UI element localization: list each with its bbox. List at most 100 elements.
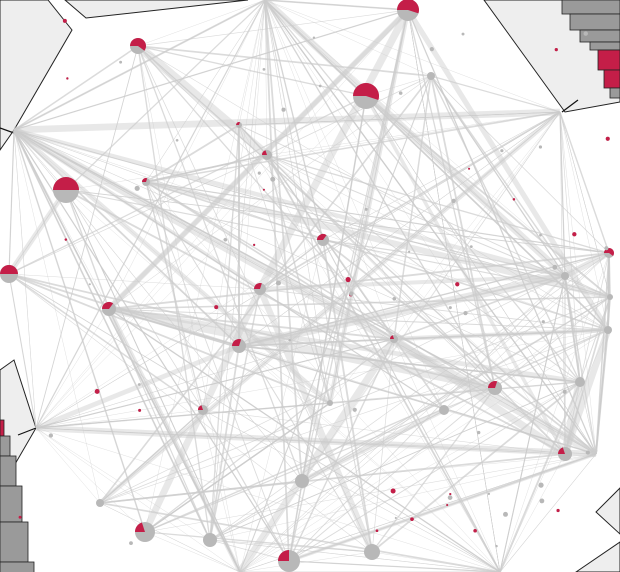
bar: [569, 13, 620, 31]
edge: [13, 129, 611, 298]
edge: [559, 111, 566, 455]
edge: [13, 0, 266, 131]
node-accent: [0, 265, 18, 274]
node-base: [448, 306, 452, 310]
edge: [145, 181, 290, 562]
node: [563, 454, 566, 458]
node-base: [439, 405, 449, 415]
edge: [35, 427, 597, 455]
edge: [145, 0, 266, 183]
node: [554, 48, 558, 52]
bar-stack-left: [0, 419, 35, 572]
edge: [65, 0, 266, 191]
node: [447, 495, 453, 500]
edge: [559, 111, 609, 331]
edge: [135, 42, 270, 159]
node: [96, 499, 104, 507]
node-accent: [102, 302, 114, 309]
node-accent: [473, 528, 477, 533]
node-base: [561, 272, 569, 280]
bar: [603, 69, 620, 89]
node: [390, 335, 398, 343]
node-base: [175, 138, 179, 142]
edge: [108, 296, 611, 310]
node: [198, 405, 208, 415]
node-accent: [390, 488, 396, 494]
edge: [209, 539, 373, 553]
node-accent: [53, 177, 79, 190]
bar: [0, 455, 17, 487]
node-base: [352, 407, 357, 412]
node: [270, 176, 276, 182]
edge: [256, 8, 412, 291]
node: [254, 283, 266, 295]
edge: [137, 45, 211, 541]
edge: [579, 381, 597, 455]
node-accent: [455, 282, 460, 287]
edge: [494, 387, 597, 455]
edge: [494, 296, 611, 389]
bar: [561, 0, 620, 15]
node: [468, 167, 471, 170]
edge: [564, 275, 581, 383]
node-base: [447, 495, 453, 500]
edge: [209, 453, 597, 541]
node: [427, 72, 435, 80]
edge: [108, 0, 266, 310]
edge: [145, 181, 501, 572]
edge: [35, 45, 139, 429]
node: [539, 233, 542, 237]
node-accent: [512, 198, 516, 201]
bar: [0, 485, 23, 523]
node: [94, 389, 100, 394]
edge: [238, 345, 597, 455]
node: [129, 541, 133, 546]
edge: [145, 124, 240, 183]
edge: [264, 0, 303, 482]
node: [473, 528, 477, 533]
edge: [8, 154, 268, 275]
node: [455, 282, 460, 287]
node-accent: [317, 234, 327, 240]
edge: [99, 502, 241, 572]
edge: [8, 273, 331, 404]
node: [278, 550, 300, 572]
node: [130, 38, 146, 54]
bar-stack-top-right: [561, 0, 620, 99]
edge: [266, 154, 581, 383]
edge: [236, 336, 398, 572]
node: [575, 377, 585, 387]
node: [214, 305, 219, 310]
node-base: [539, 233, 542, 237]
node: [66, 77, 69, 80]
edge: [8, 273, 204, 411]
edge: [35, 239, 324, 429]
edge: [137, 45, 241, 572]
edge: [209, 288, 261, 541]
node: [134, 185, 140, 191]
edge: [266, 154, 395, 340]
edge: [8, 273, 261, 290]
edge: [239, 252, 610, 572]
edge-layer: [6, 0, 612, 572]
edge: [430, 75, 561, 113]
node: [390, 488, 396, 494]
node-accent: [278, 550, 289, 561]
node: [352, 407, 357, 412]
node-base: [552, 264, 558, 270]
node-base: [364, 207, 368, 211]
node: [397, 0, 419, 21]
node: [327, 400, 333, 406]
edge: [407, 9, 597, 455]
edge: [430, 75, 496, 389]
edge: [35, 427, 146, 533]
edge: [264, 0, 561, 113]
node-base: [134, 185, 140, 191]
edge: [65, 189, 501, 572]
node: [135, 522, 155, 542]
node: [232, 339, 246, 353]
node-accent: [142, 177, 148, 182]
edge: [35, 402, 331, 429]
edge: [393, 111, 561, 340]
node-base: [295, 474, 309, 488]
